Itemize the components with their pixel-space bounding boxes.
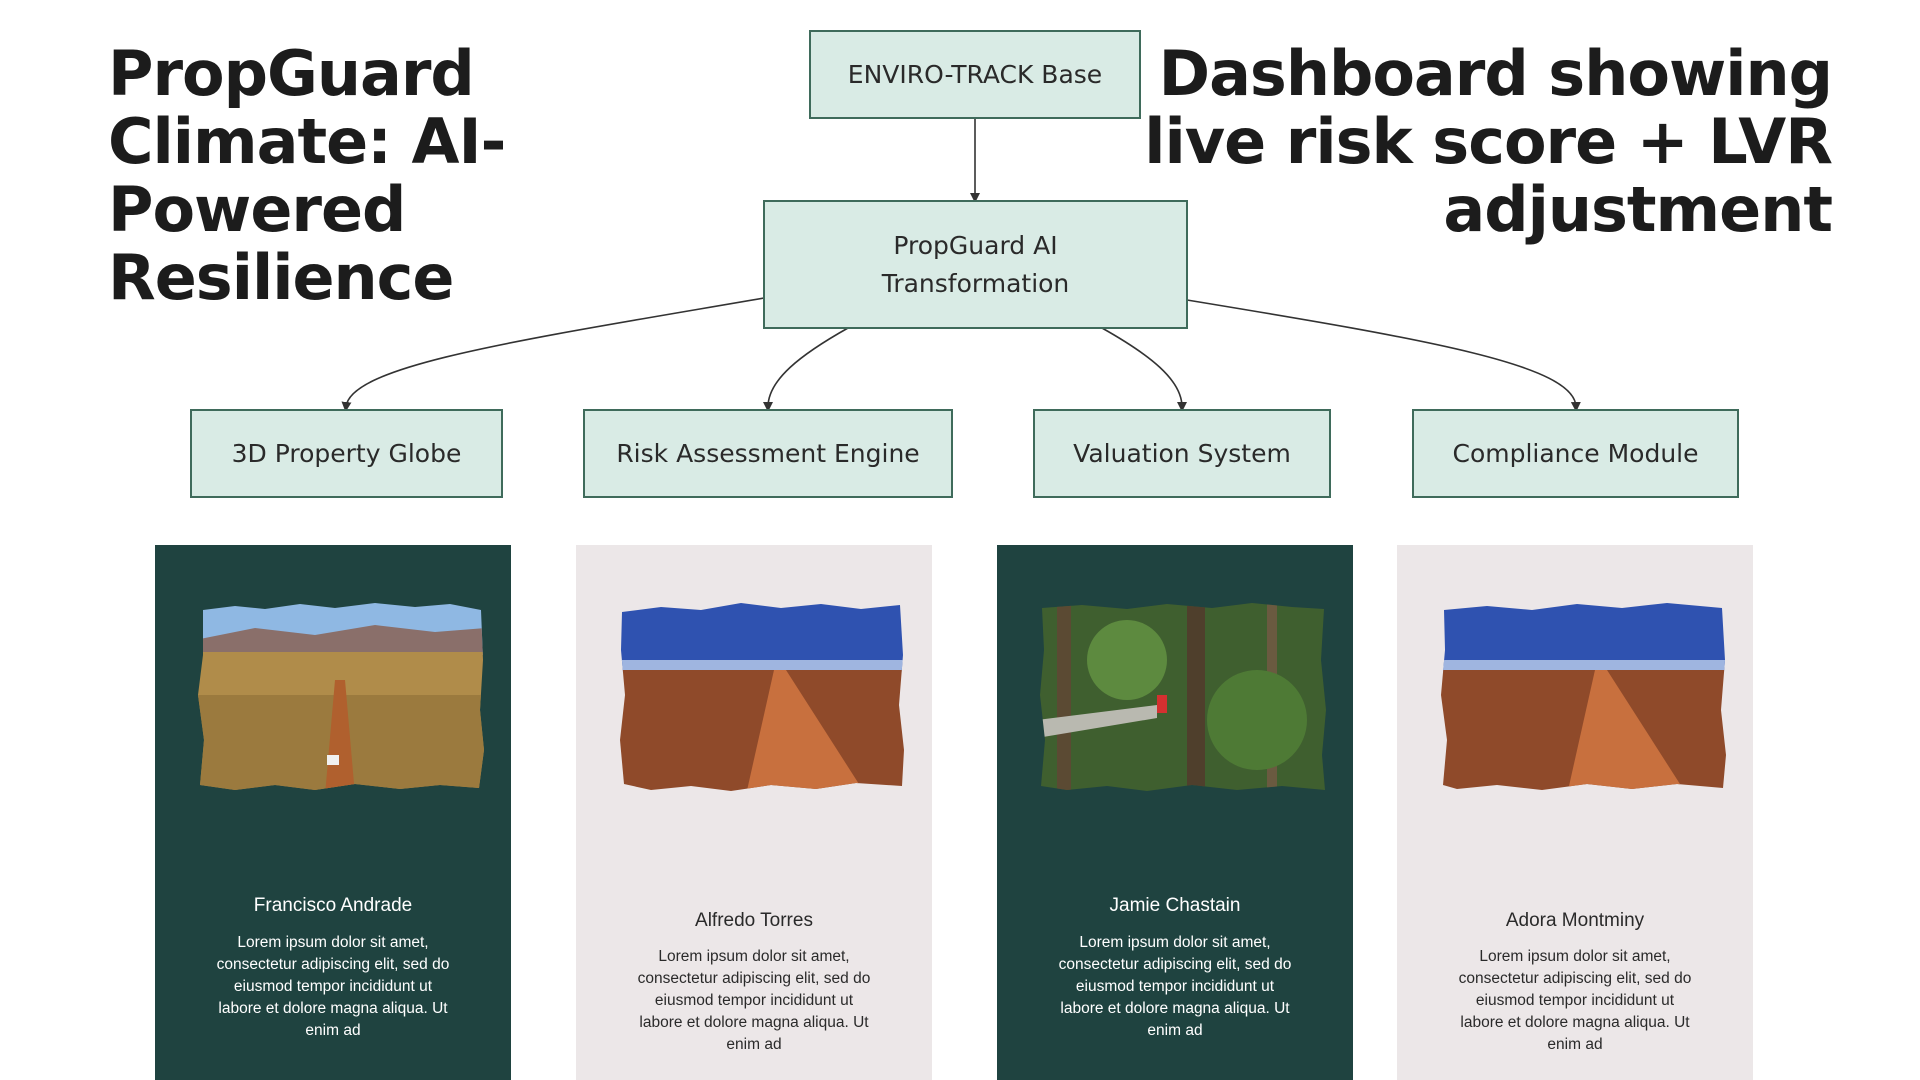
rainforest-walkway-photo (1040, 603, 1326, 791)
connector-to-compliance (1186, 299, 1581, 412)
card-name: Jamie Chastain (1109, 895, 1241, 916)
card-description: Lorem ipsum dolor sit amet, consectetur … (216, 934, 450, 1039)
title-right: Dashboard showing live risk score + LVR … (1144, 37, 1833, 246)
profile-card: Alfredo Torres Lorem ipsum dolor sit ame… (576, 545, 932, 1080)
connector-to-3d-globe (341, 297, 765, 412)
card-name: Adora Montminy (1505, 910, 1645, 931)
node-3d-property-globe: 3D Property Globe (190, 409, 503, 498)
connector-to-risk-engine (763, 327, 849, 412)
card-description: Lorem ipsum dolor sit amet, consectetur … (1058, 934, 1292, 1039)
red-desert-road-photo (1441, 603, 1726, 790)
outback-road-photo (198, 603, 484, 790)
card-description: Lorem ipsum dolor sit amet, consectetur … (1458, 948, 1692, 1053)
red-desert-road-photo (620, 603, 904, 791)
node-valuation-system: Valuation System (1033, 409, 1331, 498)
profile-card: Adora Montminy Lorem ipsum dolor sit ame… (1397, 545, 1753, 1080)
node-propguard-ai-transformation: PropGuard AI Transformation (763, 200, 1188, 329)
title-left: PropGuard Climate: AI-Powered Resilience (108, 37, 506, 314)
connector-to-valuation (1101, 327, 1187, 412)
card-description: Lorem ipsum dolor sit amet, consectetur … (637, 948, 871, 1053)
node-compliance-module: Compliance Module (1412, 409, 1739, 498)
node-enviro-track-base: ENVIRO-TRACK Base (809, 30, 1141, 119)
profile-card: Jamie Chastain Lorem ipsum dolor sit ame… (997, 545, 1353, 1080)
profile-card: Francisco Andrade Lorem ipsum dolor sit … (155, 545, 511, 1080)
node-risk-assessment-engine: Risk Assessment Engine (583, 409, 953, 498)
card-name: Alfredo Torres (695, 910, 813, 931)
card-name: Francisco Andrade (253, 895, 413, 916)
